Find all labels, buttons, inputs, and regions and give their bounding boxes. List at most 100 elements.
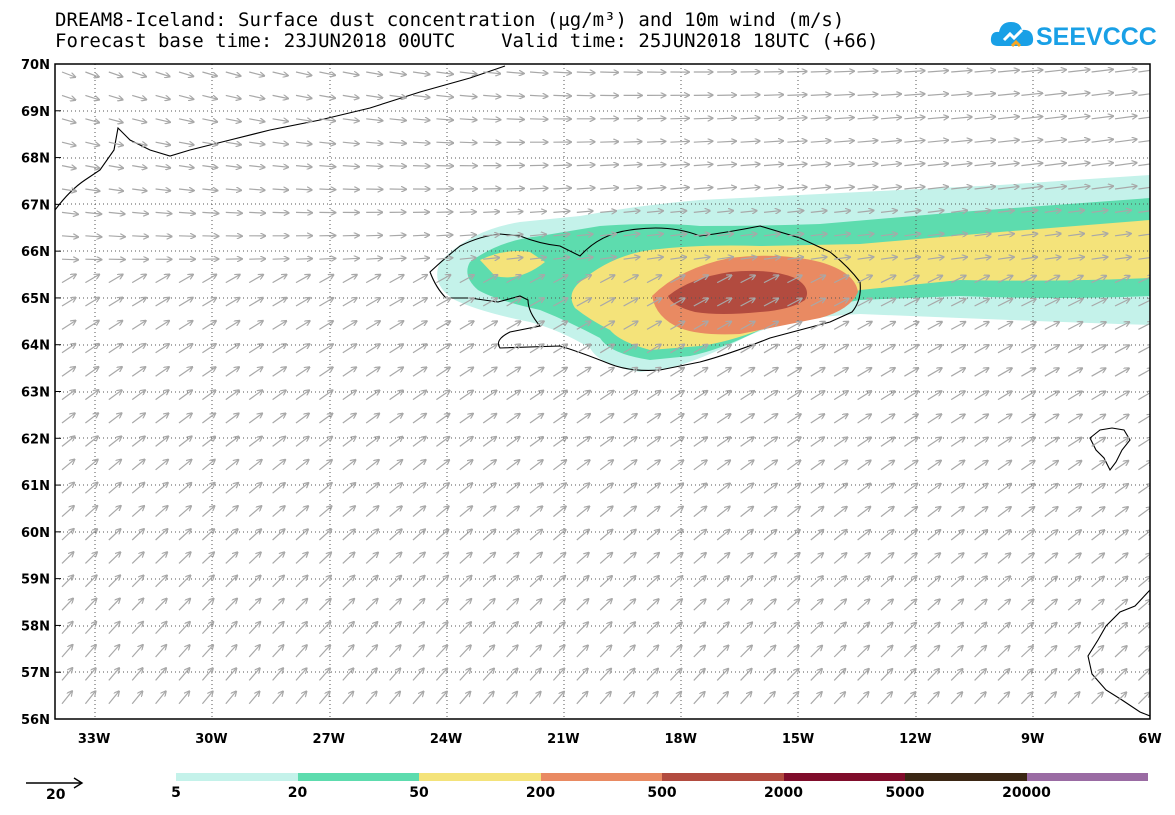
wind-arrow <box>225 460 239 471</box>
wind-arrow <box>927 234 944 236</box>
wind-arrow <box>623 345 638 354</box>
wind-arrow <box>412 367 426 377</box>
wind-arrow <box>693 599 706 611</box>
wind-arrow <box>693 391 707 401</box>
wind-arrow <box>950 530 964 541</box>
wind-arrow <box>459 414 473 424</box>
wind-arrow <box>716 646 728 658</box>
wind-arrow <box>248 460 262 471</box>
greenland-coastline <box>55 65 506 211</box>
wind-arrow <box>1067 600 1080 611</box>
wind-arrow <box>1021 507 1034 518</box>
wind-arrow <box>1068 70 1089 72</box>
wind-arrow <box>670 275 684 284</box>
wind-arrow <box>248 437 262 447</box>
wind-arrow <box>576 646 588 658</box>
wind-arrow <box>483 212 499 213</box>
wind-arrow <box>670 437 683 447</box>
wind-arrow <box>342 622 354 635</box>
wind-arrow <box>295 189 312 190</box>
wind-arrow <box>1114 600 1127 611</box>
wind-arrow <box>178 119 194 122</box>
wind-arrow <box>108 321 123 330</box>
wind-arrow <box>225 367 239 377</box>
wind-arrow <box>740 576 753 588</box>
wind-arrow <box>248 298 263 307</box>
wind-arrow <box>436 235 452 236</box>
wind-arrow <box>599 275 614 284</box>
wind-arrow <box>740 437 754 447</box>
wind-arrow <box>716 414 730 424</box>
wind-arrow <box>1020 669 1032 681</box>
wind-arrow <box>1114 322 1129 330</box>
wind-arrow <box>529 298 544 307</box>
wind-arrow <box>810 345 825 354</box>
wind-arrow <box>342 576 355 588</box>
wind-arrow <box>436 275 450 284</box>
wind-arrow <box>997 461 1011 471</box>
wind-arrow <box>693 211 710 213</box>
wind-arrow <box>880 117 901 119</box>
wind-arrow <box>272 599 284 611</box>
wind-arrow <box>1021 299 1035 307</box>
wind-arrow <box>810 507 824 518</box>
wind-arrow <box>646 414 660 424</box>
wind-arrow <box>202 506 214 518</box>
wind-arrow <box>927 257 944 259</box>
wind-arrow <box>61 552 73 564</box>
wind-arrow <box>365 275 380 284</box>
wind-arrow <box>553 95 571 96</box>
wind-arrow <box>1044 623 1057 635</box>
wind-arrow <box>1091 368 1106 377</box>
wind-arrow <box>84 575 96 588</box>
wind-arrow <box>834 187 854 189</box>
wind-arrow <box>997 187 1019 190</box>
wind-arrow <box>108 529 121 541</box>
wind-arrow <box>201 645 213 658</box>
wind-arrow <box>974 94 996 96</box>
wind-arrow <box>693 164 713 165</box>
wind-arrow <box>1114 461 1128 471</box>
wind-arrow <box>669 599 682 611</box>
wind-arrow <box>950 600 963 611</box>
wind-arrow <box>1044 438 1058 447</box>
wind-arrow <box>436 391 449 401</box>
wind-arrow <box>576 321 591 330</box>
wind-arrow <box>1114 507 1128 518</box>
wind-arrow <box>763 391 778 401</box>
wind-arrow <box>623 298 638 307</box>
wind-arrow <box>786 646 798 658</box>
wind-arrow <box>483 119 500 120</box>
wind-arrow <box>389 95 406 97</box>
wind-arrow <box>787 164 806 166</box>
wind-arrow <box>857 461 871 471</box>
wind-arrow <box>810 211 827 213</box>
wind-arrow <box>155 622 167 635</box>
wind-arrow <box>787 391 801 401</box>
wind-arrow <box>389 553 402 564</box>
wind-arrow <box>365 437 379 447</box>
wind-arrow <box>997 530 1011 541</box>
wind-arrow <box>85 344 98 354</box>
wind-arrow <box>506 391 520 401</box>
wind-arrow <box>295 414 309 424</box>
wind-arrow <box>763 257 780 259</box>
wind-arrow <box>295 142 312 144</box>
wind-arrow <box>108 622 120 635</box>
wind-reference-arrow <box>26 777 84 789</box>
wind-arrow <box>810 646 822 658</box>
wind-arrow <box>319 460 332 471</box>
dust-concentration-field <box>437 175 1150 372</box>
wind-arrow <box>202 212 218 213</box>
wind-arrow <box>1021 391 1035 401</box>
wind-arrow <box>108 691 119 705</box>
wind-arrow <box>927 646 940 658</box>
wind-arrow <box>529 553 542 564</box>
wind-arrow <box>576 530 589 541</box>
wind-arrow <box>108 390 122 401</box>
wind-arrow <box>132 236 148 237</box>
wind-arrow <box>974 368 989 377</box>
wind-arrow <box>810 484 824 494</box>
wind-arrow <box>272 275 287 284</box>
wind-arrow <box>576 414 590 424</box>
